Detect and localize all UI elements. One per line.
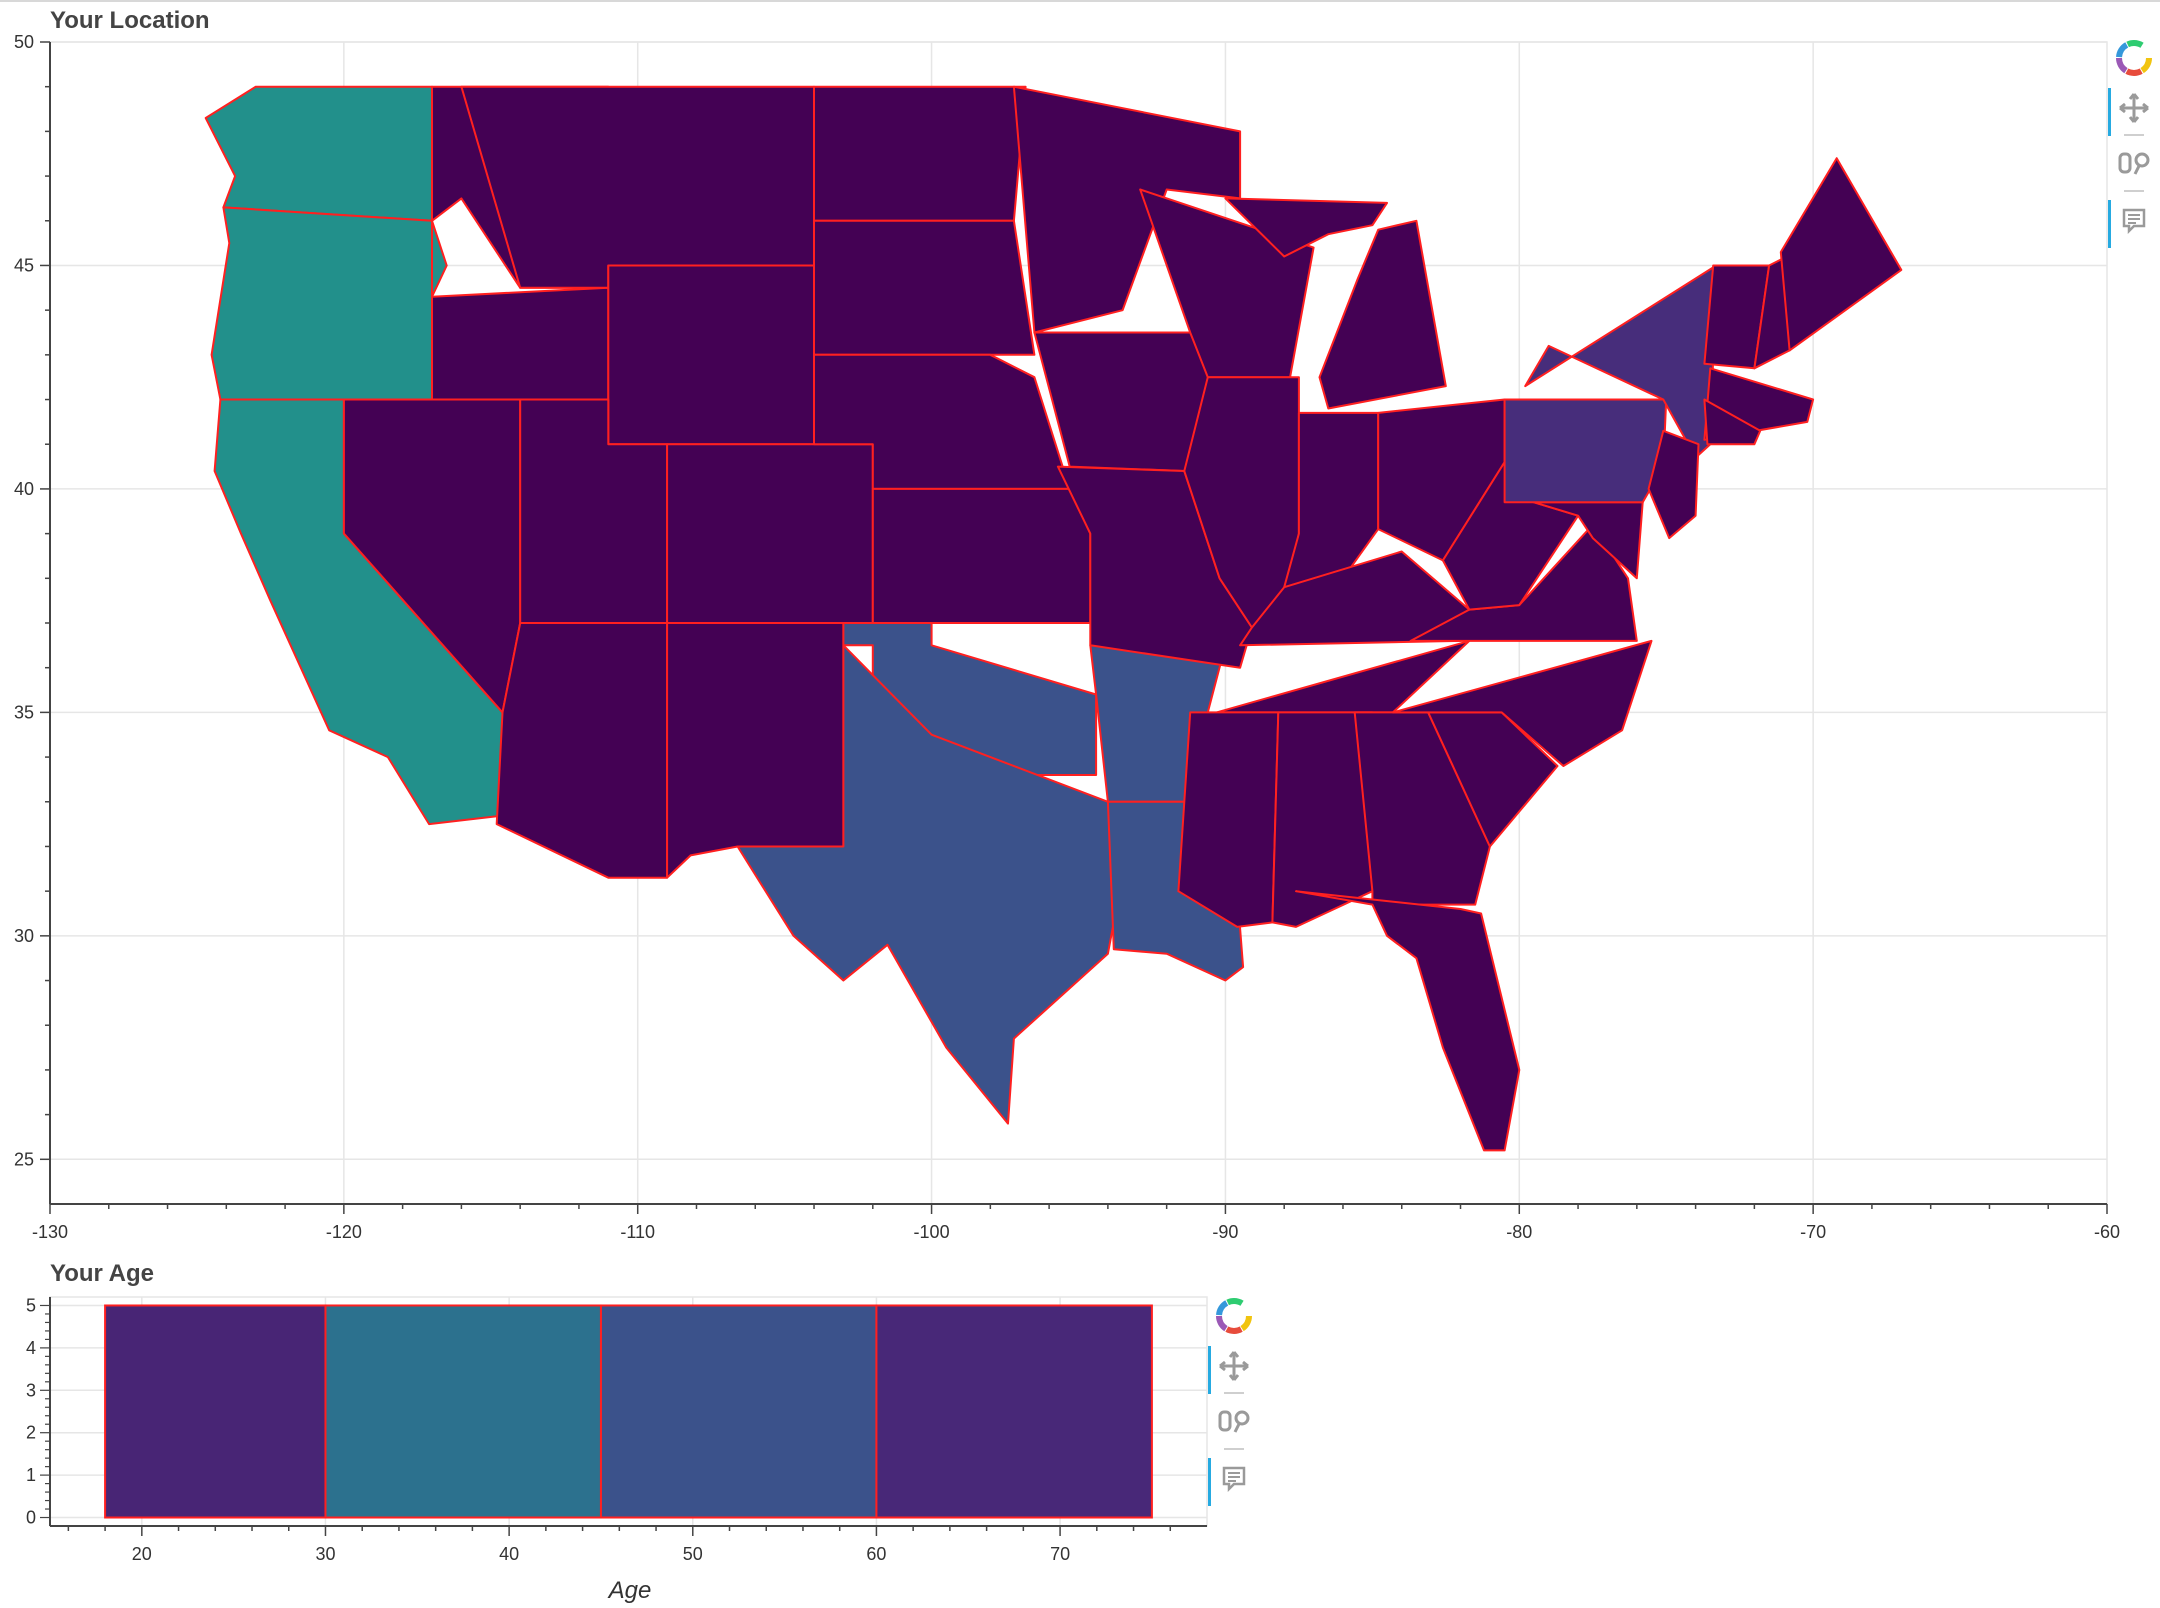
state-region (1503, 398, 1668, 504)
map-y-tick-label: 30 (14, 926, 34, 946)
toolbar-separator (1224, 1448, 1244, 1450)
age-x-tick-label: 30 (315, 1544, 335, 1564)
map-x-tick-label: -110 (620, 1222, 655, 1240)
state-region (813, 85, 1027, 222)
toolbar-separator (2124, 134, 2144, 136)
state-region (495, 622, 669, 879)
state-region (871, 487, 1092, 624)
age-x-tick-label: 20 (132, 1544, 152, 1564)
age-y-tick-label: 3 (26, 1380, 36, 1400)
map-y-tick-label: 40 (14, 479, 34, 499)
age-bar (875, 1304, 1153, 1519)
state-region (666, 443, 874, 624)
map-x-tick-label: -130 (32, 1222, 68, 1240)
state-region (813, 219, 1036, 356)
hover-icon[interactable] (1208, 1458, 1254, 1506)
state-region (1779, 157, 1903, 352)
age-bar (324, 1304, 602, 1519)
map-toolbar (2108, 38, 2154, 258)
age-y-tick-label: 1 (26, 1465, 36, 1485)
age-bar (104, 1304, 327, 1519)
toolbar-separator (1224, 1392, 1244, 1394)
map-x-tick-label: -80 (1506, 1222, 1532, 1240)
age-y-tick-label: 4 (26, 1338, 36, 1358)
state-region (1283, 411, 1380, 589)
wheel-zoom-icon[interactable] (2114, 144, 2154, 184)
age-y-tick-label: 0 (26, 1508, 36, 1528)
map-x-tick-label: -60 (2094, 1222, 2120, 1240)
state-region (204, 85, 433, 222)
state-region (607, 264, 815, 446)
map-y-tick-label: 50 (14, 32, 34, 52)
age-bar (599, 1304, 878, 1519)
map-y-tick-label: 45 (14, 255, 34, 275)
map-x-tick-label: -90 (1212, 1222, 1238, 1240)
map-y-tick-label: 35 (14, 702, 34, 722)
age-axis-label: Age (607, 1577, 652, 1604)
state-region (460, 85, 815, 289)
age-y-tick-label: 2 (26, 1423, 36, 1443)
state-region (1318, 219, 1447, 410)
top-divider (0, 0, 2160, 2)
pan-icon[interactable] (2108, 88, 2154, 136)
state-region (1647, 429, 1700, 540)
state-region (431, 286, 610, 401)
age-toolbar (1208, 1296, 1254, 1516)
age-histogram-chart[interactable]: Your Age 20 30 40 50 60 70 0 1 2 3 4 5 Age (0, 1240, 1240, 1608)
state-region (1703, 398, 1762, 446)
age-title: Your Age (50, 1260, 154, 1287)
hover-icon[interactable] (2108, 200, 2154, 248)
toolbar-separator (2124, 190, 2144, 192)
location-map-chart[interactable]: Your Location -130 -120 -110 -100 -90 -80 -70 -… (0, 0, 2160, 1240)
pan-icon[interactable] (1208, 1346, 1254, 1394)
age-x-tick-label: 70 (1050, 1544, 1070, 1564)
state-region (1177, 711, 1280, 928)
state-region (1224, 197, 1388, 258)
state-region (736, 644, 1121, 1125)
bokeh-logo-icon[interactable] (1214, 1296, 1254, 1336)
map-title: Your Location (50, 7, 210, 34)
state-region (1295, 890, 1521, 1152)
age-x-tick-label: 40 (499, 1544, 519, 1564)
state-region (1391, 639, 1653, 767)
map-y-tick-label: 25 (14, 1149, 34, 1169)
map-x-tick-label: -100 (914, 1222, 950, 1240)
bokeh-logo-icon[interactable] (2114, 38, 2154, 78)
age-x-tick-label: 50 (683, 1544, 703, 1564)
map-x-tick-label: -70 (1800, 1222, 1826, 1240)
map-x-tick-label: -120 (326, 1222, 362, 1240)
age-x-tick-label: 60 (866, 1544, 886, 1564)
state-region (666, 622, 845, 879)
age-y-tick-label: 5 (26, 1295, 36, 1315)
wheel-zoom-icon[interactable] (1214, 1402, 1254, 1442)
state-region (210, 206, 448, 401)
